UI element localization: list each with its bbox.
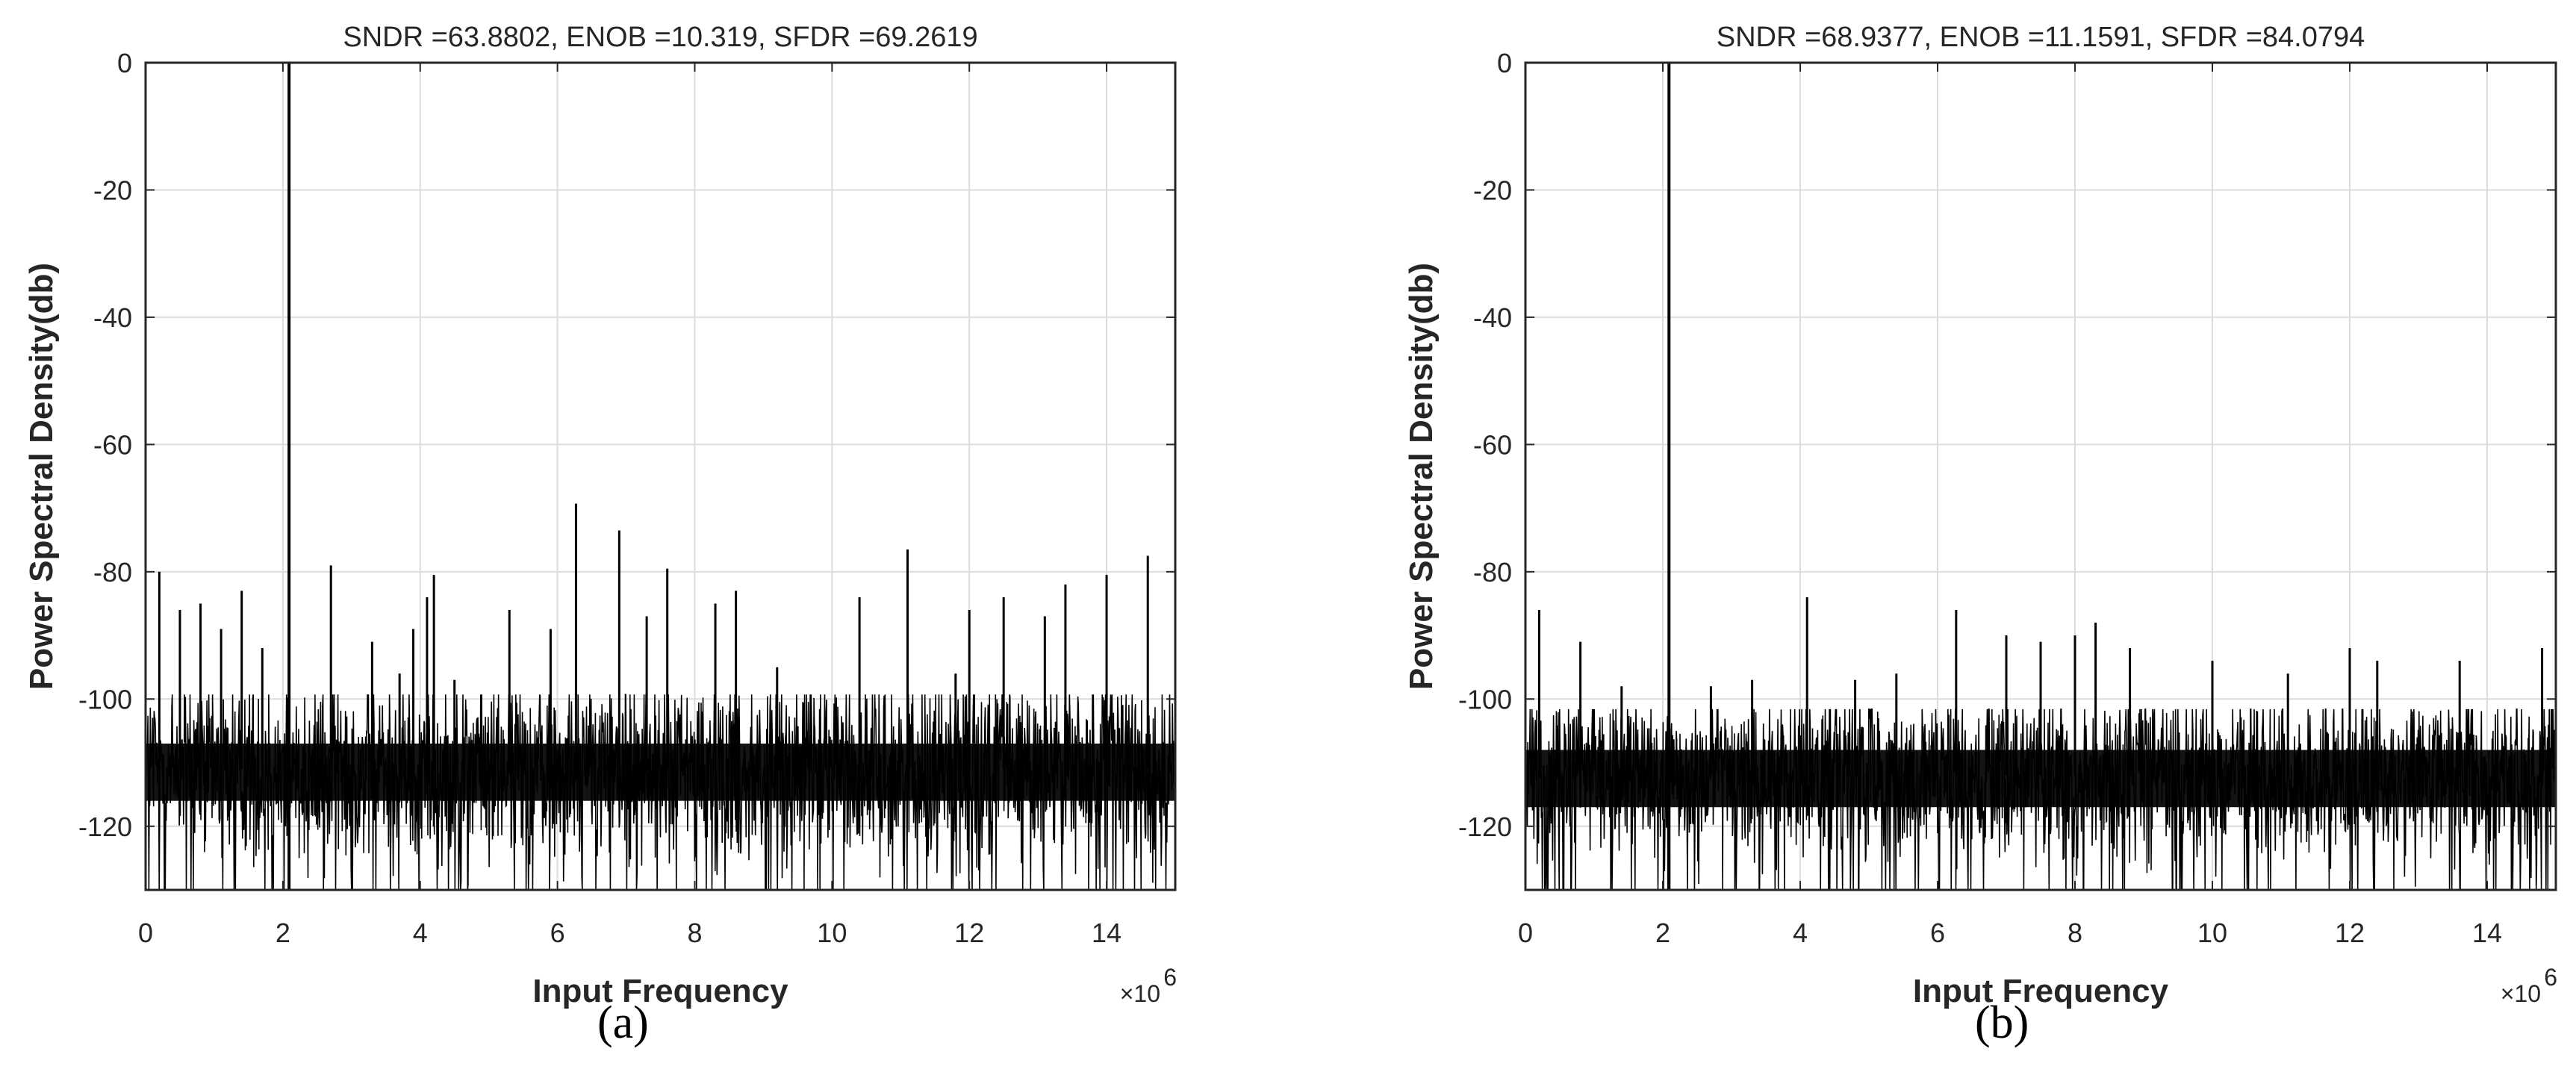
- psd-trace: [1525, 63, 2557, 891]
- y-tick-label: -80: [1473, 557, 1512, 588]
- x-tick-label: 4: [413, 918, 428, 948]
- x-tick-label: 8: [687, 918, 702, 948]
- x-tick-label: 12: [954, 918, 984, 948]
- x-tick-label: 10: [2197, 918, 2227, 948]
- y-tick-label: -40: [1473, 302, 1512, 333]
- x-tick-label: 4: [1793, 918, 1808, 948]
- x-exponent-power: 6: [1163, 964, 1177, 991]
- caption-b: (b): [1975, 997, 2029, 1048]
- chart-panel-b: SNDR =68.9377, ENOB =11.1591, SFDR =84.0…: [1288, 0, 2576, 1087]
- x-exponent-power: 6: [2544, 964, 2557, 991]
- y-tick-label: 0: [117, 48, 132, 78]
- y-tick-label: -120: [78, 812, 132, 842]
- y-tick-label: -20: [1473, 175, 1512, 205]
- x-tick-label: 2: [1655, 918, 1670, 948]
- x-tick-label: 14: [1092, 918, 1121, 948]
- caption-a: (a): [597, 997, 649, 1048]
- y-tick-label: -20: [93, 175, 132, 205]
- axes-frame: [144, 61, 1177, 891]
- y-tick-label: -60: [93, 429, 132, 460]
- x-tick-label: 2: [276, 918, 290, 948]
- x-tick-label: 6: [550, 918, 565, 948]
- x-tick-label: 8: [2068, 918, 2082, 948]
- y-tick-label: -100: [1458, 684, 1512, 714]
- x-tick-label: 14: [2472, 918, 2502, 948]
- x-tick-label: 0: [138, 918, 153, 948]
- x-tick-label: 0: [1518, 918, 1533, 948]
- x-tick-label: 6: [1930, 918, 1945, 948]
- x-tick-label: 12: [2335, 918, 2365, 948]
- y-tick-label: -60: [1473, 429, 1512, 460]
- y-tick-label: 0: [1497, 48, 1512, 78]
- x-tick-label: 10: [817, 918, 847, 948]
- psd-chart-a: SNDR =63.8802, ENOB =10.319, SFDR =69.26…: [23, 22, 1177, 1009]
- chart-title: SNDR =68.9377, ENOB =11.1591, SFDR =84.0…: [1717, 22, 2365, 53]
- y-tick-label: -80: [93, 557, 132, 588]
- x-exponent-label: ×10: [2501, 980, 2541, 1007]
- x-axis-label: Input Frequency: [532, 973, 788, 1009]
- axes-frame: [1524, 61, 2557, 891]
- y-tick-label: -120: [1458, 812, 1512, 842]
- y-axis-label: Power Spectral Density(db): [23, 263, 60, 690]
- chart-panel-a: SNDR =63.8802, ENOB =10.319, SFDR =69.26…: [23, 22, 1177, 1048]
- chart-title: SNDR =63.8802, ENOB =10.319, SFDR =69.26…: [343, 22, 977, 53]
- y-axis-label: Power Spectral Density(db): [1403, 263, 1440, 690]
- psd-chart-b: SNDR =68.9377, ENOB =11.1591, SFDR =84.0…: [1403, 22, 2557, 1009]
- y-tick-label: -40: [93, 302, 132, 333]
- psd-trace: [145, 63, 1176, 891]
- x-exponent-label: ×10: [1120, 980, 1160, 1007]
- x-axis-label: Input Frequency: [1913, 973, 2169, 1009]
- y-tick-label: -100: [78, 684, 132, 714]
